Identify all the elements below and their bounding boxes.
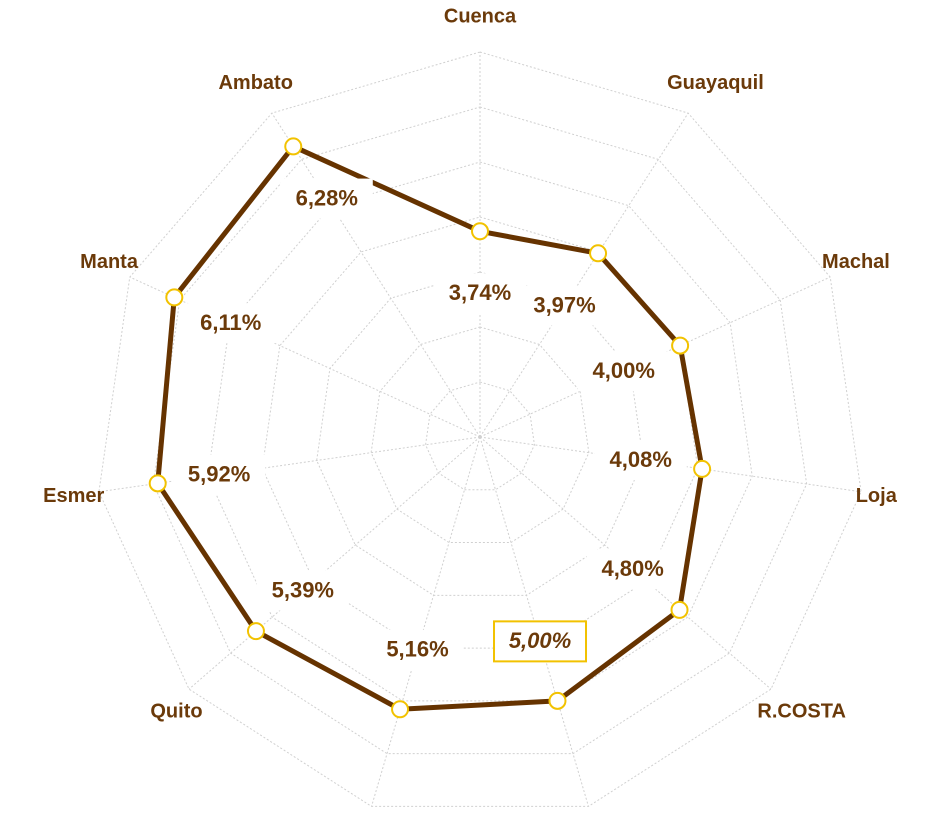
highlight-box [493, 620, 588, 663]
value-label-group: 6,11% [184, 303, 277, 344]
category-label: Loja [856, 485, 898, 507]
category-label: Machal [822, 251, 890, 273]
spoke [271, 112, 481, 438]
grid-ring [425, 381, 535, 491]
category-label: R.COSTA [757, 700, 846, 722]
grid-ring [316, 271, 644, 596]
grid-ring [98, 51, 862, 807]
label-bg [577, 351, 670, 392]
marker [671, 336, 690, 355]
series-line [155, 143, 705, 712]
value-label-group: 4,00% [577, 351, 670, 392]
value-label-group: 4,08% [594, 440, 687, 481]
category-label: Guayaquil [667, 72, 764, 94]
category-label: Ambato [218, 72, 292, 94]
category-label: Manta [80, 251, 139, 273]
label-bg [434, 273, 526, 314]
marker [165, 288, 184, 307]
value-label: 6,28% [296, 185, 358, 210]
value-label-group: 5,16% [371, 629, 464, 670]
label-bg [586, 549, 679, 590]
category-label: Cuenca [444, 5, 517, 27]
value-label: 4,80% [601, 556, 663, 581]
marker [589, 244, 608, 263]
value-label-group: 5,39% [256, 570, 349, 611]
grid-ring [152, 106, 808, 755]
value-label: 5,39% [272, 577, 334, 602]
marker [471, 222, 489, 241]
value-label: 5,16% [386, 637, 448, 662]
value-label-group: 5,92% [173, 454, 266, 495]
label-bg [518, 285, 611, 326]
marker [693, 459, 712, 478]
value-label: 3,97% [533, 292, 595, 317]
grid-ring [370, 326, 590, 544]
spoke [188, 436, 481, 690]
category-label: Esmer [43, 485, 104, 507]
marker [148, 474, 167, 493]
value-label-group: 3,97% [518, 285, 611, 326]
marker [391, 700, 410, 719]
value-label: 4,08% [610, 447, 672, 472]
value-label-group: 3,74% [434, 273, 526, 314]
value-label: 3,74% [449, 280, 511, 305]
value-label: 5,92% [188, 461, 250, 486]
value-label: 6,11% [200, 310, 261, 335]
label-bg [280, 178, 373, 219]
spoke [479, 112, 689, 438]
category-label: Quito [150, 700, 202, 722]
value-label-group: 6,28% [280, 178, 373, 219]
marker [670, 600, 689, 619]
label-bg [184, 303, 277, 344]
spoke [371, 436, 481, 807]
label-bg [256, 570, 349, 611]
value-label: 4,00% [593, 358, 655, 383]
value-label: 5,00% [509, 628, 571, 653]
value-label-group: 4,80% [586, 549, 679, 590]
marker [246, 622, 265, 641]
label-bg [371, 629, 464, 670]
grid-ring [261, 216, 699, 649]
marker [284, 137, 303, 156]
marker [548, 691, 567, 710]
label-bg [173, 454, 266, 495]
label-bg [594, 440, 687, 481]
value-label-group: 5,00% [493, 620, 588, 663]
